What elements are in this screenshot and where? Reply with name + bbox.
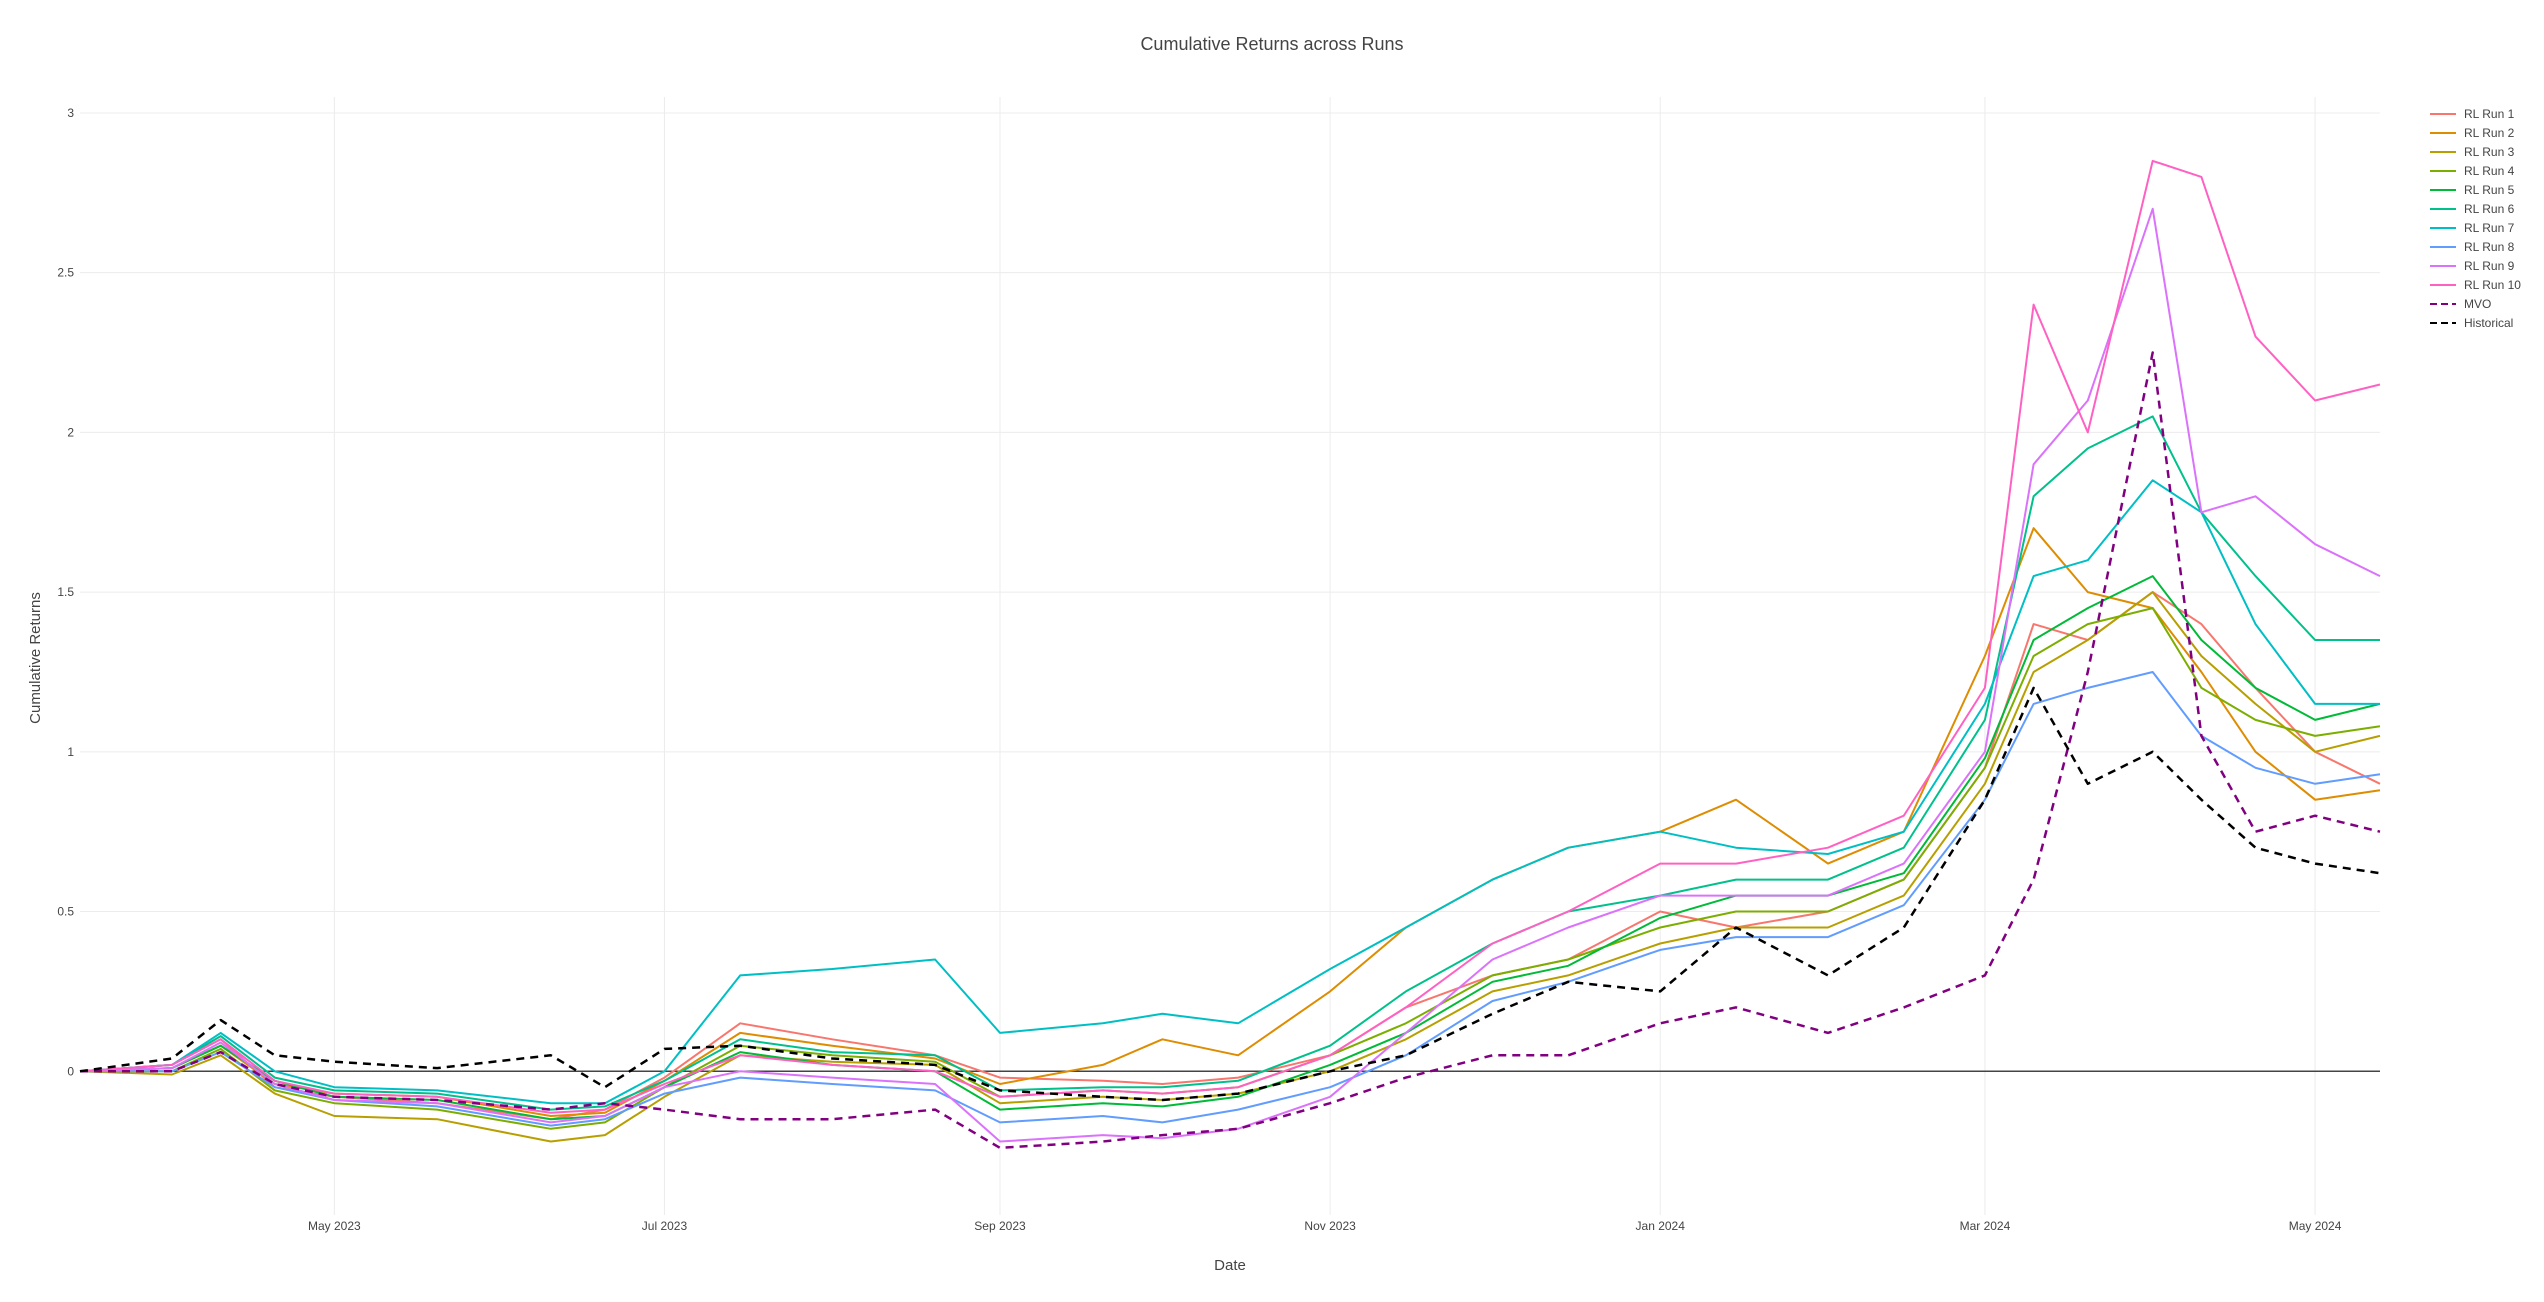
x-tick-label: Jan 2024 <box>1636 1219 1686 1233</box>
series-line-8 <box>80 671 2381 1127</box>
legend-item[interactable]: RL Run 4 <box>2430 164 2515 178</box>
x-axis-ticks: May 2023 Jul 2023 Sep 2023 Nov 2023 Jan 2024… <box>308 1219 2342 1233</box>
x-tick-label: Sep 2023 <box>974 1219 1026 1233</box>
series-line-11 <box>80 351 2381 1150</box>
legend-label: RL Run 2 <box>2464 126 2515 140</box>
x-tick-label: May 2023 <box>308 1219 361 1233</box>
legend-label: RL Run 9 <box>2464 259 2515 273</box>
legend-label: MVO <box>2464 297 2491 311</box>
y-tick-label: 1 <box>67 745 74 759</box>
y-tick-label: 3 <box>67 106 74 120</box>
x-tick-label: Jul 2023 <box>642 1219 688 1233</box>
legend-label: RL Run 6 <box>2464 202 2515 216</box>
legend-label: RL Run 7 <box>2464 221 2515 235</box>
y-tick-label: 0 <box>67 1064 74 1078</box>
series-line-2 <box>79 527 2381 1117</box>
x-tick-label: Mar 2024 <box>1960 1219 2011 1233</box>
legend-item[interactable]: RL Run 3 <box>2430 145 2515 159</box>
gridlines <box>80 97 2380 1215</box>
legend-item[interactable]: RL Run 1 <box>2430 107 2515 121</box>
series-line-9 <box>79 207 2381 1143</box>
series-line-6 <box>79 415 2380 1111</box>
legend-label: Historical <box>2464 316 2513 330</box>
x-tick-label: May 2024 <box>2289 1219 2342 1233</box>
legend-item[interactable]: RL Run 6 <box>2430 202 2515 216</box>
legend-label: RL Run 4 <box>2464 164 2515 178</box>
legend-item[interactable]: RL Run 2 <box>2430 126 2515 140</box>
chart-title: Cumulative Returns across Runs <box>1140 34 1403 54</box>
legend[interactable]: RL Run 1 RL Run 2 RL Run 3 RL Run 4 RL Run 5… <box>2430 107 2521 330</box>
x-tick-label: Nov 2023 <box>1304 1219 1356 1233</box>
legend-label: RL Run 10 <box>2464 278 2521 292</box>
legend-item[interactable]: RL Run 7 <box>2430 221 2515 235</box>
legend-item[interactable]: RL Run 5 <box>2430 183 2515 197</box>
y-tick-label: 1.5 <box>57 585 74 599</box>
legend-item[interactable]: RL Run 10 <box>2430 278 2521 292</box>
x-axis-label: Date <box>1214 1257 1246 1274</box>
legend-item[interactable]: RL Run 8 <box>2430 240 2515 254</box>
legend-label: RL Run 1 <box>2464 107 2515 121</box>
series-lines <box>79 159 2381 1150</box>
legend-label: RL Run 8 <box>2464 240 2515 254</box>
y-axis-ticks: 0 0.5 1 1.5 2 2.5 3 <box>57 106 74 1078</box>
y-tick-label: 2.5 <box>57 266 74 280</box>
series-line-7 <box>79 479 2380 1105</box>
legend-item[interactable]: Historical <box>2430 316 2513 330</box>
series-line-12 <box>79 686 2381 1102</box>
legend-item[interactable]: RL Run 9 <box>2430 259 2515 273</box>
y-axis-label: Cumulative Returns <box>27 592 44 724</box>
legend-label: RL Run 3 <box>2464 145 2515 159</box>
series-line-10 <box>79 159 2381 1114</box>
y-tick-label: 2 <box>67 425 74 439</box>
y-tick-label: 0.5 <box>57 905 74 919</box>
legend-label: RL Run 5 <box>2464 183 2515 197</box>
series-line-5 <box>79 575 2381 1121</box>
series-line-4 <box>80 607 2381 1130</box>
series-line-3 <box>79 591 2381 1143</box>
legend-item[interactable]: MVO <box>2430 297 2491 311</box>
